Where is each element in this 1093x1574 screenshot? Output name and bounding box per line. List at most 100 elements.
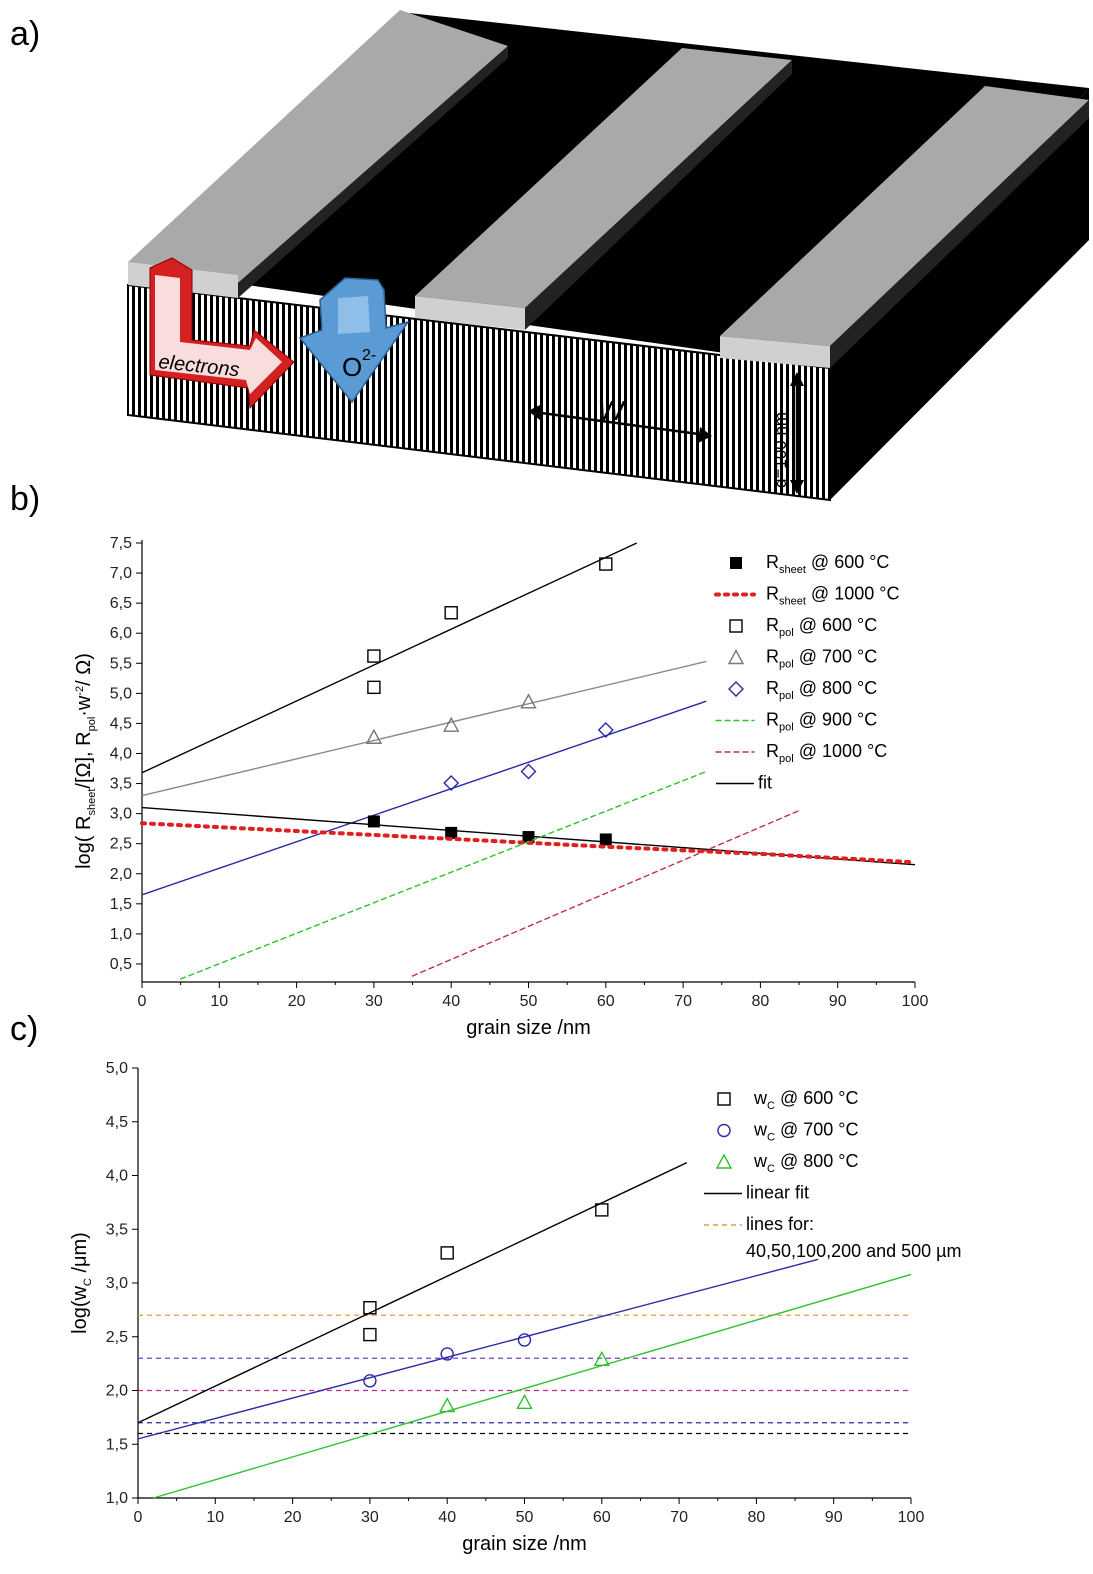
wc800-point (593, 1350, 610, 1367)
fit-line (141, 542, 638, 774)
legend-wc800-part: @ 800 °C (775, 1151, 859, 1171)
rpol800-point (520, 763, 537, 780)
rsheet1000-line (140, 821, 917, 865)
legend-fit: fit (758, 773, 772, 793)
x-tick-label: 20 (288, 993, 306, 1010)
thickness-dimension: d=100 nm (771, 372, 804, 494)
y-axis-label-part: log(w (69, 1286, 91, 1334)
legend-fit: linear fit (746, 1183, 809, 1203)
legend-hlines-2: 40,50,100,200 and 500 µm (746, 1241, 962, 1261)
y-axis-label-part: sheet (86, 789, 98, 816)
wc700-point (363, 1374, 377, 1388)
rpol600-point (367, 649, 381, 663)
x-tick-label: 60 (597, 993, 615, 1010)
legend-rsheet600-part: sheet (779, 564, 806, 576)
legend-swatch (730, 557, 742, 569)
legend-rsheet600-part: @ 600 °C (806, 552, 890, 572)
rpol600-point (599, 557, 613, 571)
y-tick-label: 4,5 (106, 1114, 128, 1131)
y-tick-label: 1,0 (110, 926, 132, 943)
legend-rpol800-part: @ 800 °C (794, 678, 878, 698)
legend-swatch (728, 681, 744, 697)
y-tick-label: 5,0 (106, 1060, 128, 1077)
x-tick-label: 60 (593, 1509, 611, 1526)
rpol700-point (443, 716, 460, 732)
y-tick-label: 4,0 (110, 745, 132, 762)
panel-label-c: c) (10, 1010, 38, 1048)
y-tick-label: 3,0 (110, 806, 132, 823)
legend-rpol900-part: pol (779, 722, 794, 734)
rsheet600-point (445, 826, 458, 839)
wc600-point (363, 1301, 377, 1315)
legend-rpol1000-part: R (766, 741, 779, 761)
x-tick-label: 10 (210, 993, 228, 1010)
fit-line (153, 1273, 912, 1499)
legend-wc700-part: C (767, 1132, 775, 1144)
legend-hlines-1: lines for: (746, 1214, 814, 1234)
panel-label-b: b) (10, 480, 40, 518)
y-axis-label: log( Rsheet/[Ω], Rpol·w-2/ Ω) (73, 653, 98, 869)
electrode-strip-2-side (525, 60, 792, 330)
y-tick-label: 5,5 (110, 655, 132, 672)
legend-rsheet1000-part: R (766, 584, 779, 604)
x-tick-label: 80 (752, 993, 770, 1010)
legend-rpol1000: Rpol @ 1000 °C (766, 741, 887, 765)
legend-rpol1000-part: @ 1000 °C (794, 741, 888, 761)
legend-rsheet600-part: R (766, 552, 779, 572)
x-tick-label: 70 (674, 993, 692, 1010)
wc800-point (439, 1397, 456, 1413)
legend-wc700-part: w (753, 1120, 768, 1140)
y-axis-label-part: C (82, 1278, 94, 1286)
y-axis-label-part: /[Ω], R (73, 731, 95, 788)
rsheet600-point (367, 815, 380, 828)
electrode-strip-3-top (720, 86, 1089, 346)
rsheet600-point (522, 831, 535, 844)
x-tick-label: 30 (361, 1509, 379, 1526)
cell-schematic: electrons O 2- w d=100 nm (127, 10, 1089, 502)
x-axis-label: grain size /nm (466, 1017, 591, 1039)
x-tick-label: 70 (670, 1509, 688, 1526)
legend-wc600: wC @ 600 °C (753, 1088, 858, 1112)
x-tick-label: 0 (134, 1509, 143, 1526)
legend-rpol700-part: @ 700 °C (794, 647, 878, 667)
chart-c: 0 10 20 30 40 50 60 70 80 90 100 1,0 1,5 2,0 2,5 3,0 3,5… (69, 1060, 962, 1555)
legend-rpol600-part: R (766, 615, 779, 635)
legend-wc800: wC @ 800 °C (753, 1151, 858, 1175)
x-axis-label: grain size /nm (462, 1533, 587, 1555)
y-tick-label: 0,5 (110, 956, 132, 973)
legend-rpol600: Rpol @ 600 °C (766, 615, 877, 639)
y-tick-label: 1,0 (106, 1490, 128, 1507)
x-tick-label: 50 (520, 993, 538, 1010)
wc600-point (595, 1203, 609, 1217)
fit-line (137, 1258, 819, 1440)
x-tick-label: 40 (438, 1509, 456, 1526)
rpol600-point (444, 606, 458, 620)
y-axis-label: log(wC /μm) (69, 1232, 94, 1334)
wc700-point (517, 1333, 532, 1347)
x-tick-label: 90 (825, 1509, 843, 1526)
y-tick-label: 2,0 (106, 1383, 128, 1400)
y-tick-label: 2,5 (106, 1329, 128, 1346)
legend-rpol800-part: R (766, 678, 779, 698)
x-tick-label: 80 (748, 1509, 766, 1526)
wc600-point (363, 1327, 377, 1342)
rpol700-point (365, 728, 383, 744)
width-dimension: w (528, 387, 712, 443)
legend-rsheet1000-part: @ 1000 °C (806, 584, 900, 604)
x-tick-label: 90 (829, 993, 847, 1010)
fit-line (141, 660, 707, 797)
y-tick-label: 7,0 (110, 565, 132, 582)
y-tick-label: 2,0 (110, 866, 132, 883)
legend-swatch (727, 649, 745, 665)
rsheet600-point (599, 833, 612, 846)
rpol1000-line (411, 809, 800, 977)
oxygen-label: O (342, 352, 362, 382)
y-tick-label: 5,0 (110, 685, 132, 702)
electrode-strip-1-side (238, 46, 508, 298)
y-tick-label: 3,0 (106, 1275, 128, 1292)
legend-rpol1000-part: pol (779, 753, 794, 765)
y-tick-label: 4,5 (110, 715, 132, 732)
oxygen-charge: 2- (362, 347, 376, 364)
legend-rpol700-part: R (766, 647, 779, 667)
